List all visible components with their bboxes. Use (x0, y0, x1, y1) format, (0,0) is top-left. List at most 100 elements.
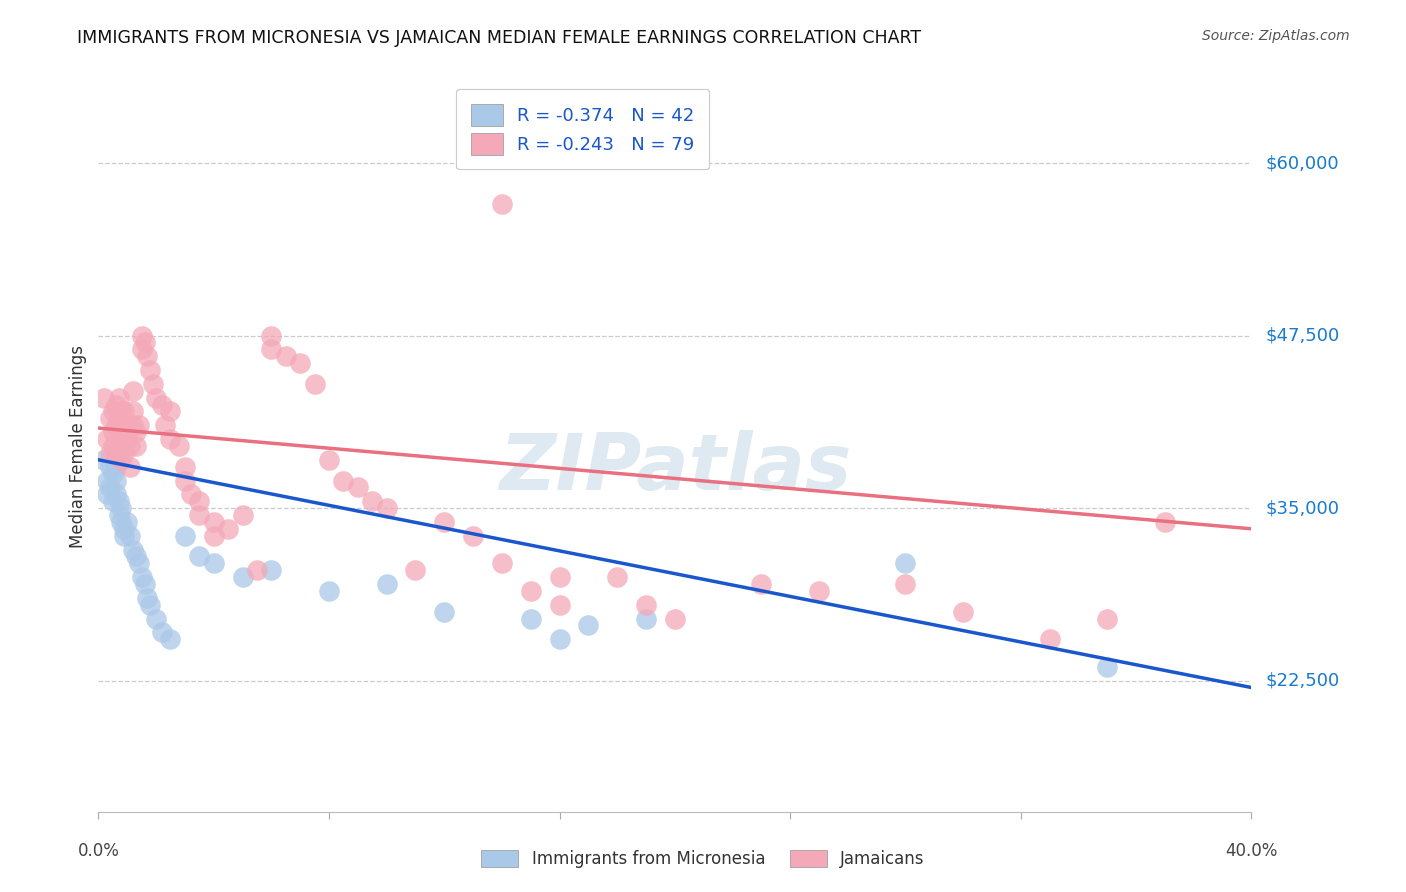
Point (548, 598, 571, 612)
Point (101, 404, 124, 418)
Point (952, 605, 974, 619)
Point (117, 432, 139, 446)
Point (122, 418, 145, 433)
Point (112, 529, 135, 543)
Point (290, 356, 312, 370)
Legend: R = -0.374   N = 42, R = -0.243   N = 79: R = -0.374 N = 42, R = -0.243 N = 79 (456, 89, 709, 169)
Point (1154, 515, 1177, 529)
Point (112, 522, 135, 536)
Point (98, 446, 121, 460)
Point (93, 452, 115, 467)
Point (894, 557, 917, 571)
Point (131, 343, 153, 357)
Point (112, 446, 135, 460)
Point (101, 425, 124, 440)
Point (120, 439, 142, 453)
Point (202, 557, 225, 571)
Point (1097, 611, 1119, 625)
Point (808, 583, 831, 598)
Point (202, 529, 225, 543)
Point (548, 632, 571, 647)
Point (405, 563, 427, 577)
Point (174, 459, 197, 474)
Point (174, 474, 197, 488)
Point (128, 418, 150, 433)
Point (217, 522, 239, 536)
Point (107, 494, 129, 508)
Point (433, 515, 456, 529)
Point (188, 494, 211, 508)
Point (548, 570, 571, 584)
Point (104, 474, 127, 488)
Point (361, 494, 384, 508)
Point (134, 335, 156, 350)
Y-axis label: Median Female Earnings: Median Female Earnings (69, 344, 87, 548)
Point (107, 391, 129, 405)
Point (260, 563, 283, 577)
Point (1039, 632, 1062, 647)
Point (159, 432, 181, 446)
Point (188, 508, 211, 522)
Point (188, 549, 211, 564)
Text: $47,500: $47,500 (1265, 326, 1340, 344)
Point (145, 391, 167, 405)
Text: Source: ZipAtlas.com: Source: ZipAtlas.com (1202, 29, 1350, 44)
Point (231, 508, 254, 522)
Point (520, 583, 543, 598)
Point (150, 398, 173, 412)
Point (636, 611, 658, 625)
Point (260, 328, 283, 343)
Point (104, 459, 127, 474)
Point (142, 376, 165, 391)
Point (578, 618, 600, 632)
Point (112, 425, 135, 440)
Point (375, 577, 398, 591)
Point (98, 459, 121, 474)
Point (139, 363, 162, 377)
Point (131, 328, 153, 343)
Point (159, 632, 181, 647)
Point (110, 501, 132, 516)
Point (110, 404, 132, 418)
Point (134, 577, 156, 591)
Legend: Immigrants from Micronesia, Jamaicans: Immigrants from Micronesia, Jamaicans (475, 843, 931, 875)
Point (606, 570, 628, 584)
Point (110, 515, 132, 529)
Point (274, 349, 297, 363)
Point (461, 529, 484, 543)
Point (96, 474, 118, 488)
Point (174, 529, 197, 543)
Text: 40.0%: 40.0% (1225, 842, 1278, 860)
Text: $60,000: $60,000 (1265, 154, 1339, 172)
Point (375, 501, 398, 516)
Point (104, 487, 127, 501)
Point (128, 557, 150, 571)
Text: $35,000: $35,000 (1265, 500, 1340, 517)
Point (751, 577, 773, 591)
Point (122, 384, 145, 398)
Point (433, 605, 456, 619)
Point (104, 446, 127, 460)
Point (96, 487, 118, 501)
Point (136, 591, 159, 605)
Point (202, 515, 225, 529)
Point (104, 418, 127, 433)
Text: 0.0%: 0.0% (77, 842, 120, 860)
Point (491, 557, 513, 571)
Point (318, 583, 340, 598)
Point (346, 480, 368, 494)
Point (520, 611, 543, 625)
Text: IMMIGRANTS FROM MICRONESIA VS JAMAICAN MEDIAN FEMALE EARNINGS CORRELATION CHART: IMMIGRANTS FROM MICRONESIA VS JAMAICAN M… (77, 29, 921, 47)
Point (112, 404, 135, 418)
Point (260, 343, 283, 357)
Point (120, 529, 142, 543)
Point (101, 467, 124, 481)
Point (636, 598, 658, 612)
Point (125, 425, 148, 440)
Text: ZIPatlas: ZIPatlas (499, 430, 851, 506)
Point (491, 197, 513, 211)
Point (136, 349, 159, 363)
Point (93, 391, 115, 405)
Point (159, 404, 181, 418)
Point (104, 398, 127, 412)
